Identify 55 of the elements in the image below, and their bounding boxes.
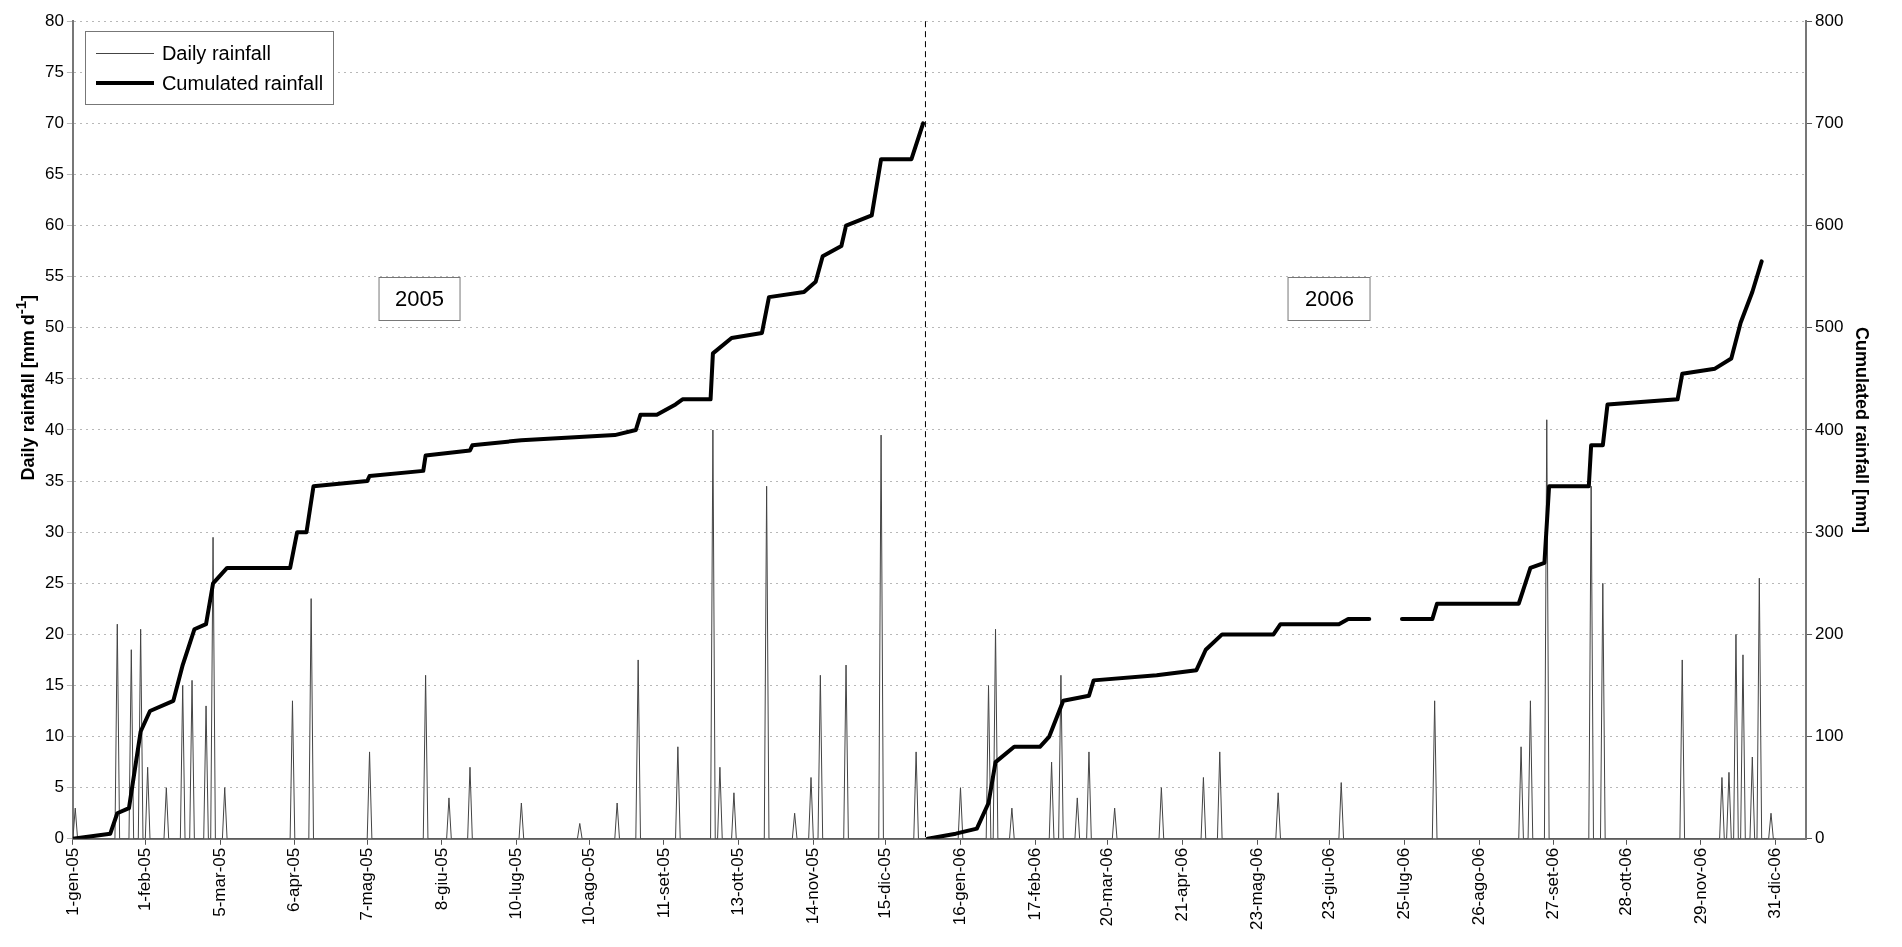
x-tick-label: 15-dic-05 — [875, 847, 895, 919]
y-tick-label: 25 — [44, 572, 64, 592]
y-tick-label: 10 — [44, 726, 64, 746]
y-tick-label: 5 — [54, 777, 64, 797]
x-tick-label: 1-gen-05 — [62, 847, 82, 916]
x-tick-label: 14-nov-05 — [803, 847, 823, 925]
y2-tick-label: 300 — [1815, 521, 1844, 541]
annotation: 2006 — [1287, 277, 1371, 322]
y2-tick-label: 100 — [1815, 726, 1844, 746]
x-tick-label: 31-dic-06 — [1765, 847, 1785, 919]
y2-tick-label: 0 — [1815, 828, 1825, 848]
y-tick-label: 20 — [44, 624, 64, 644]
y-tick-label: 30 — [44, 521, 64, 541]
x-tick-label: 1-feb-05 — [135, 847, 154, 912]
legend-label: Cumulated rainfall — [161, 71, 324, 95]
y-tick-label: 75 — [44, 61, 64, 81]
x-tick-label: 26-ago-06 — [1468, 847, 1488, 926]
x-tick-label: 20-mar-06 — [1097, 847, 1117, 927]
y-tick-label: 60 — [44, 215, 64, 235]
y-tick-label: 45 — [44, 368, 64, 388]
x-tick-label: 17-feb-06 — [1024, 847, 1044, 921]
x-tick-label: 27-set-06 — [1543, 847, 1563, 920]
x-tick-label: 10-ago-05 — [578, 847, 598, 926]
y2-tick-label: 600 — [1815, 215, 1844, 235]
x-tick-label: 23-mag-06 — [1246, 847, 1266, 931]
x-tick-label: 13-ott-05 — [728, 847, 748, 916]
x-tick-label: 11-set-05 — [653, 847, 673, 919]
x-tick-label: 6-apr-05 — [284, 847, 304, 913]
x-tick-label: 21-apr-06 — [1172, 847, 1192, 922]
x-tick-label: 28-ott-06 — [1615, 847, 1635, 916]
x-tick-label: 25-lug-06 — [1393, 847, 1413, 920]
x-tick-label: 16-gen-06 — [950, 847, 970, 926]
x-tick-label: 29-nov-06 — [1690, 847, 1710, 925]
legend-label: Daily rainfall — [161, 41, 271, 65]
y-tick-label: 0 — [54, 828, 64, 848]
x-tick-label: 23-giu-06 — [1319, 847, 1339, 920]
x-tick-label: 10-lug-05 — [506, 847, 526, 920]
x-tick-label: 8-giu-05 — [431, 847, 451, 911]
y2-tick-label: 800 — [1815, 10, 1844, 30]
y-tick-label: 70 — [44, 113, 64, 133]
annotation: 2005 — [378, 277, 462, 322]
x-tick-label: 7-mag-05 — [356, 847, 376, 921]
y2-tick-label: 200 — [1815, 624, 1844, 644]
y2-tick-label: 400 — [1815, 419, 1844, 439]
y-tick-label: 50 — [44, 317, 64, 337]
y-tick-label: 65 — [44, 164, 64, 184]
y2-axis-title: Cumulated rainfall [mm] — [1852, 326, 1873, 534]
y2-tick-label: 500 — [1815, 317, 1844, 337]
y-tick-label: 35 — [44, 470, 64, 490]
y-tick-label: 80 — [44, 10, 64, 30]
y-tick-label: 40 — [44, 419, 64, 439]
x-tick-label: 5-mar-05 — [209, 847, 229, 917]
y-tick-label: 15 — [44, 675, 64, 695]
y2-tick-label: 700 — [1815, 113, 1844, 133]
y-tick-label: 55 — [44, 266, 64, 286]
